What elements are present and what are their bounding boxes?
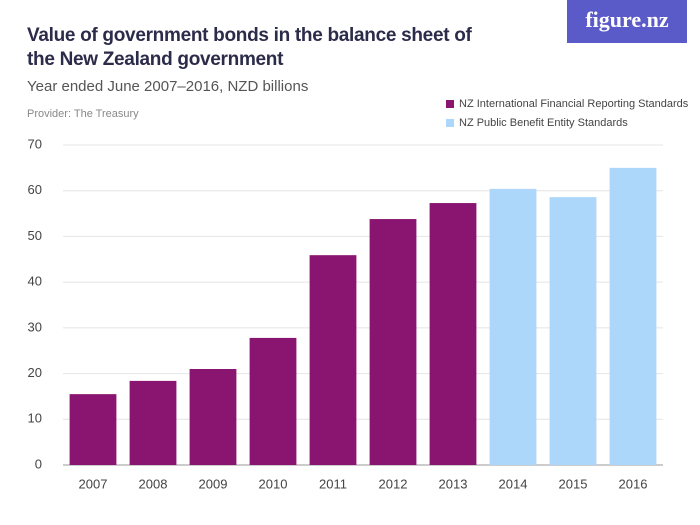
legend-label: NZ Public Benefit Entity Standards [459, 117, 628, 129]
legend-label: NZ International Financial Reporting Sta… [459, 98, 689, 110]
chart-subtitle: Year ended June 2007–2016, NZD billions [27, 78, 309, 95]
x-tick-label: 2013 [439, 476, 468, 491]
y-tick-label: 10 [28, 411, 42, 426]
y-tick-label: 0 [35, 456, 42, 471]
bar [609, 167, 657, 465]
y-tick-label: 20 [28, 365, 42, 380]
legend-swatch [446, 100, 454, 108]
bar [249, 337, 297, 465]
bar [489, 188, 537, 465]
x-tick-label: 2016 [619, 476, 648, 491]
y-tick-label: 50 [28, 228, 42, 243]
x-tick-label: 2011 [319, 476, 347, 491]
y-tick-label: 60 [28, 182, 42, 197]
y-tick-label: 70 [28, 136, 42, 151]
x-tick-label: 2014 [499, 476, 528, 491]
brand-logo[interactable]: figure.nz [567, 0, 687, 43]
bar [129, 380, 177, 465]
provider: Provider: The Treasury [27, 108, 139, 120]
x-tick-label: 2007 [79, 476, 108, 491]
y-tick-label: 30 [28, 319, 42, 334]
bar [429, 203, 477, 466]
x-tick-label: 2010 [259, 476, 288, 491]
x-tick-label: 2008 [139, 476, 168, 491]
bar [189, 369, 237, 465]
bar [549, 197, 597, 465]
x-tick-label: 2012 [379, 476, 408, 491]
chart-title: Value of government bonds in the balance… [27, 25, 472, 70]
x-tick-label: 2009 [199, 476, 228, 491]
bar [369, 219, 417, 465]
y-tick-label: 40 [28, 274, 42, 289]
legend-swatch [446, 119, 454, 127]
bar [69, 394, 117, 465]
bar [309, 255, 357, 465]
x-tick-label: 2015 [559, 476, 588, 491]
